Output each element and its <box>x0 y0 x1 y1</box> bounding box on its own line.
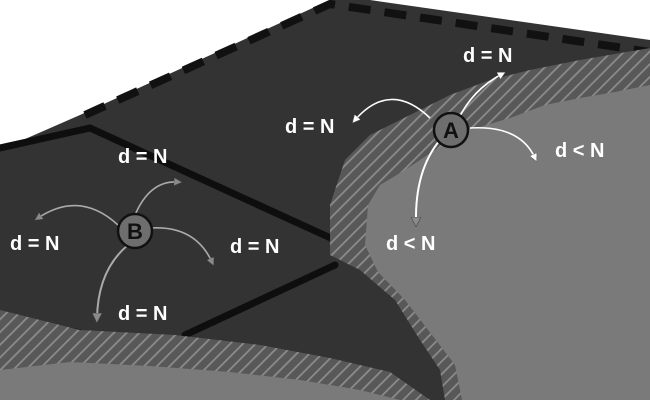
node-b: B <box>116 212 154 250</box>
label-a-down: d < N <box>386 233 435 255</box>
label-b-up: d = N <box>118 146 167 168</box>
arrows-a <box>355 74 535 222</box>
label-b-down: d = N <box>118 303 167 325</box>
arrow-b-down <box>97 244 129 318</box>
landmass-right <box>365 85 650 400</box>
arrow-b-left <box>38 204 119 226</box>
label-b-left: d = N <box>10 233 59 255</box>
arrow-a-down <box>416 139 441 222</box>
node-a-label: A <box>443 118 459 143</box>
arrow-a-left <box>355 98 431 120</box>
dashed-boundary <box>83 0 650 119</box>
node-a: A <box>432 111 470 149</box>
node-b-label: B <box>127 219 143 244</box>
arrow-b-right <box>149 227 212 262</box>
landmass-bottom <box>0 362 400 400</box>
label-b-right: d = N <box>230 236 279 258</box>
label-a-left: d = N <box>285 116 334 138</box>
arrow-b-up <box>134 182 178 216</box>
arrows-b <box>38 182 212 318</box>
label-a-right: d < N <box>555 140 604 162</box>
arrow-a-up <box>457 74 502 121</box>
label-a-up: d = N <box>463 45 512 67</box>
arrow-a-right <box>469 126 535 158</box>
